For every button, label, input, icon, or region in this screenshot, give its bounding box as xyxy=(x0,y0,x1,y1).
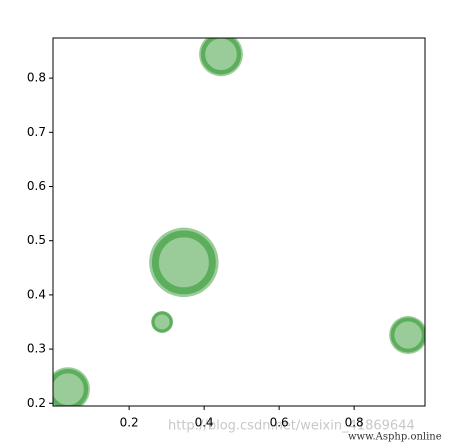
y-tick-label: 0.2 xyxy=(27,396,46,410)
bubble-edge xyxy=(390,317,425,353)
y-tick-label: 0.8 xyxy=(27,71,46,85)
y-tick-label: 0.3 xyxy=(27,342,46,356)
axes-frame xyxy=(52,37,426,407)
x-tick-label: 0.4 xyxy=(195,416,214,430)
bubble-fill xyxy=(199,38,243,77)
plot-area xyxy=(53,38,425,406)
x-tick-label: 0.8 xyxy=(345,416,364,430)
y-tick-label: 0.4 xyxy=(27,287,46,301)
y-tick-label: 0.7 xyxy=(27,125,46,139)
bubble-edge xyxy=(151,311,173,333)
bubble-edge xyxy=(53,369,89,406)
bubble xyxy=(53,367,90,406)
x-tick-label: 0.6 xyxy=(270,416,289,430)
bubble-fill xyxy=(389,316,425,355)
y-tick-label: 0.6 xyxy=(27,179,46,193)
bubble xyxy=(389,316,425,355)
bubble-fill xyxy=(149,227,219,298)
bubble xyxy=(151,311,174,333)
bubble xyxy=(199,38,243,77)
bubble-edge xyxy=(151,230,216,295)
bubble-fill xyxy=(53,367,90,406)
watermark: http://blog.csdn.net/weixin_41869644 xyxy=(168,419,415,434)
bubble xyxy=(149,227,219,298)
bubble-edge xyxy=(200,38,242,75)
bubble-fill xyxy=(151,311,174,333)
y-tick-label: 0.5 xyxy=(27,233,46,247)
watermark: www.Asphp.online xyxy=(348,432,442,443)
x-tick-label: 0.2 xyxy=(120,416,139,430)
